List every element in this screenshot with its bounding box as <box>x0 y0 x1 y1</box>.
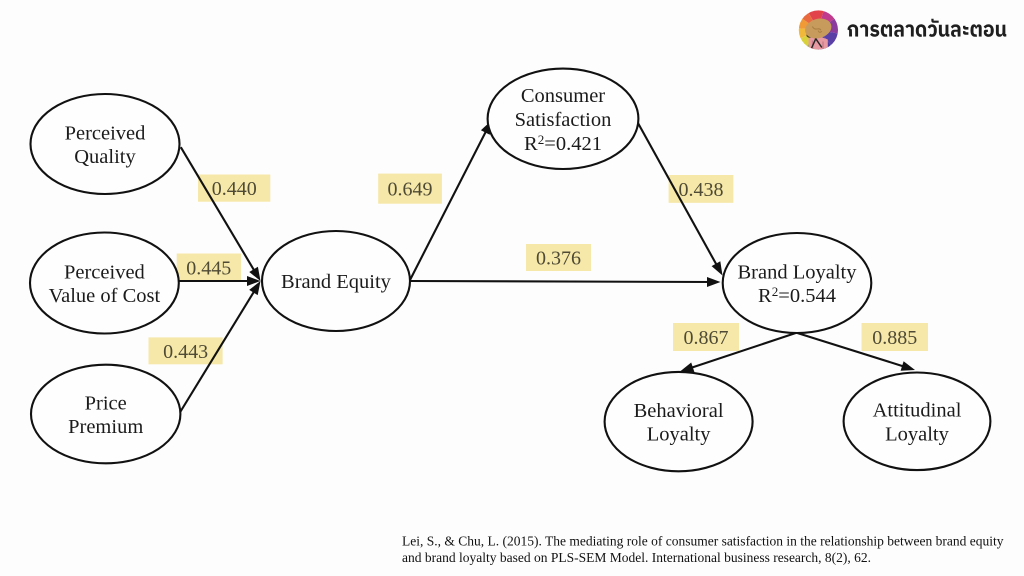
svg-text:Behavioral: Behavioral <box>634 400 724 422</box>
svg-text:Loyalty: Loyalty <box>885 423 950 445</box>
svg-text:R2=0.544: R2=0.544 <box>758 284 836 307</box>
svg-text:0.438: 0.438 <box>679 179 724 201</box>
svg-text:0.649: 0.649 <box>388 179 433 201</box>
svg-text:Satisfaction: Satisfaction <box>515 109 612 131</box>
svg-text:Perceived: Perceived <box>64 261 145 283</box>
svg-text:Value of Cost: Value of Cost <box>49 285 161 307</box>
svg-text:Attitudinal: Attitudinal <box>873 400 962 422</box>
svg-text:0.443: 0.443 <box>163 341 208 363</box>
svg-text:and brand loyalty based on PLS: and brand loyalty based on PLS-SEM Model… <box>402 550 871 565</box>
svg-text:Perceived: Perceived <box>65 122 146 144</box>
svg-text:0.440: 0.440 <box>212 178 257 200</box>
svg-text:Price: Price <box>85 392 127 414</box>
svg-text:Brand Loyalty: Brand Loyalty <box>738 261 858 283</box>
svg-text:R2=0.421: R2=0.421 <box>524 132 602 155</box>
svg-text:0.867: 0.867 <box>684 327 729 349</box>
svg-text:Consumer: Consumer <box>521 85 605 107</box>
svg-text:Quality: Quality <box>74 146 136 168</box>
svg-text:0.445: 0.445 <box>186 258 231 280</box>
svg-text:Brand Equity: Brand Equity <box>281 271 392 293</box>
svg-text:Loyalty: Loyalty <box>647 424 712 446</box>
svg-text:Lei, S., & Chu, L. (2015). The: Lei, S., & Chu, L. (2015). The mediating… <box>402 534 1004 549</box>
svg-text:0.376: 0.376 <box>536 248 581 270</box>
svg-text:Premium: Premium <box>68 416 143 438</box>
svg-text:0.885: 0.885 <box>872 327 917 349</box>
